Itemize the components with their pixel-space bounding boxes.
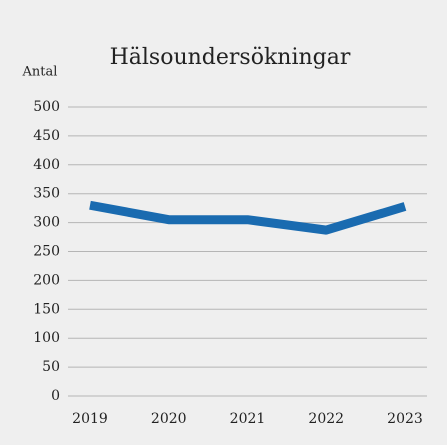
y-tick-label: 500 bbox=[33, 99, 60, 115]
y-tick-label: 150 bbox=[33, 301, 60, 317]
x-tick-label: 2021 bbox=[230, 411, 266, 427]
x-tick-label: 2019 bbox=[72, 411, 108, 427]
x-tick-label: 2020 bbox=[151, 411, 187, 427]
y-tick-label: 250 bbox=[33, 244, 60, 260]
x-tick-label: 2023 bbox=[387, 411, 423, 427]
chart-title: Hälsoundersökningar bbox=[110, 45, 351, 70]
y-tick-label: 400 bbox=[33, 157, 60, 173]
y-tick-label: 300 bbox=[33, 215, 60, 231]
x-tick-label: 2022 bbox=[308, 411, 344, 427]
y-tick-label: 100 bbox=[33, 330, 60, 346]
line-series bbox=[89, 200, 407, 235]
y-tick-label: 450 bbox=[33, 128, 60, 144]
y-tick-label: 350 bbox=[33, 186, 60, 202]
y-tick-label: 50 bbox=[42, 359, 60, 375]
y-tick-label: 0 bbox=[51, 388, 60, 404]
y-tick-label: 200 bbox=[33, 272, 60, 288]
y-axis-label: Antal bbox=[22, 65, 58, 80]
